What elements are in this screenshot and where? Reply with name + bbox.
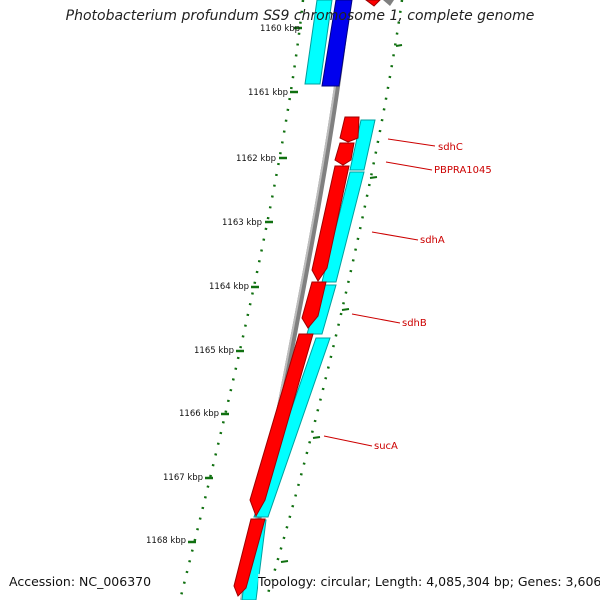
kbp-label-1161: 1161 kbp (248, 88, 288, 98)
kbp-label-1166: 1166 kbp (179, 409, 219, 419)
gene-upstream-blue (321, 0, 353, 87)
gene-sdhA-arrow (311, 165, 350, 282)
gene-sucA-arrow (249, 333, 314, 518)
gene-PBPRA1045-arrow (334, 142, 355, 166)
accession-label: Accession: NC_006370 (9, 574, 152, 589)
kbp-label-1160: 1160 kbp (260, 24, 300, 34)
kbp-label-1163: 1163 kbp (222, 218, 262, 228)
kbp-label-1167: 1167 kbp (163, 473, 203, 483)
gene-label-sdhA: sdhA (420, 235, 445, 246)
genome-summary: Topology: circular; Length: 4,085,304 bp… (258, 574, 600, 589)
gene-features-top (304, 0, 394, 87)
kbp-ticks (188, 26, 302, 544)
kbp-label-1162: 1162 kbp (236, 154, 276, 164)
gene-label-PBPRA1045: PBPRA1045 (434, 165, 492, 176)
map-title: Photobacterium profundum SS9 chromosome … (65, 8, 535, 24)
kbp-label-1164: 1164 kbp (209, 282, 249, 292)
gene-next-arrow (233, 518, 266, 597)
gene-arrows (233, 116, 360, 597)
gene-label-sdhB: sdhB (402, 318, 427, 329)
cds-sdhC (349, 119, 376, 171)
gene-sdhB-arrow (301, 281, 327, 329)
gene-leader-lines (323, 138, 436, 447)
gene-upstream-red (365, 0, 381, 7)
gene-sdhC-arrow (339, 116, 360, 143)
cds-upstream-cyan (304, 0, 333, 85)
gene-label-sucA: sucA (374, 441, 398, 452)
kbp-label-1165: 1165 kbp (194, 346, 234, 356)
gene-label-sdhC: sdhC (438, 142, 463, 153)
gene-upstream-grey (383, 0, 394, 6)
outer-tick-track (264, 0, 404, 600)
kbp-label-1168: 1168 kbp (146, 536, 186, 546)
outer-major-ticks (280, 44, 403, 563)
